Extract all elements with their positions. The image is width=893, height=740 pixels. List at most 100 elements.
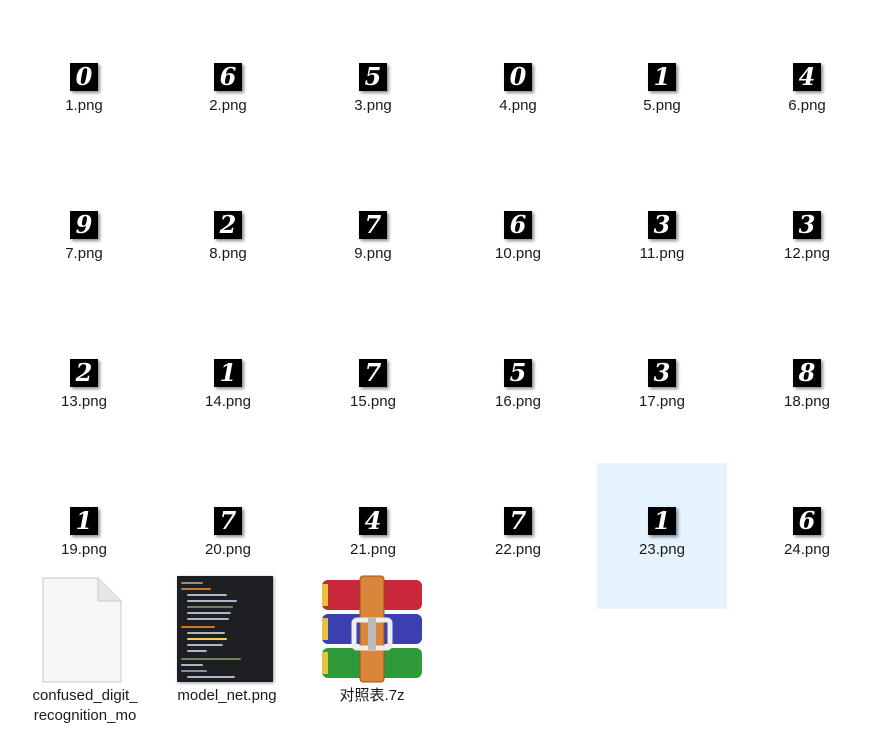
digit-glyph: 6 bbox=[798, 507, 816, 535]
digit-glyph: 3 bbox=[798, 211, 816, 239]
code-line bbox=[187, 638, 227, 640]
digit-glyph: 2 bbox=[75, 359, 93, 387]
image-thumbnail: 7 bbox=[504, 507, 532, 535]
file-item-png[interactable]: 7 22.png bbox=[453, 463, 583, 609]
file-name: 21.png bbox=[350, 541, 396, 558]
file-name: 5.png bbox=[643, 97, 681, 114]
file-item-png[interactable]: 2 8.png bbox=[163, 167, 293, 313]
document-icon bbox=[42, 577, 122, 683]
code-line bbox=[181, 582, 203, 584]
file-item-png[interactable]: 3 11.png bbox=[597, 167, 727, 313]
file-item-model[interactable]: confused_digit_ recognition_mo bbox=[20, 570, 150, 740]
digit-glyph: 7 bbox=[219, 507, 237, 535]
file-name: 2.png bbox=[209, 97, 247, 114]
file-item-png[interactable]: 7 15.png bbox=[308, 315, 438, 461]
file-item-png[interactable]: 1 19.png bbox=[19, 463, 149, 609]
file-name: 4.png bbox=[499, 97, 537, 114]
code-thumbnail bbox=[177, 576, 273, 682]
image-thumbnail: 1 bbox=[214, 359, 242, 387]
digit-glyph: 5 bbox=[509, 359, 527, 387]
digit-glyph: 8 bbox=[798, 359, 816, 387]
code-line bbox=[187, 600, 237, 602]
file-name: 10.png bbox=[495, 245, 541, 262]
file-name: model_net.png bbox=[177, 687, 277, 704]
image-thumbnail: 3 bbox=[648, 211, 676, 239]
digit-glyph: 7 bbox=[364, 359, 382, 387]
digit-glyph: 4 bbox=[364, 507, 382, 535]
digit-glyph: 3 bbox=[653, 359, 671, 387]
file-item-png[interactable]: 6 24.png bbox=[742, 463, 872, 609]
digit-glyph: 6 bbox=[219, 63, 237, 91]
file-item-png[interactable]: 3 17.png bbox=[597, 315, 727, 461]
file-name: 1.png bbox=[65, 97, 103, 114]
code-line bbox=[187, 644, 223, 646]
file-name: 13.png bbox=[61, 393, 107, 410]
image-thumbnail: 5 bbox=[504, 359, 532, 387]
file-item-png[interactable]: 6 2.png bbox=[163, 19, 293, 165]
image-thumbnail: 2 bbox=[214, 211, 242, 239]
file-name: 3.png bbox=[354, 97, 392, 114]
file-name: 18.png bbox=[784, 393, 830, 410]
digit-glyph: 7 bbox=[364, 211, 382, 239]
file-name: 7.png bbox=[65, 245, 103, 262]
image-thumbnail: 2 bbox=[70, 359, 98, 387]
code-line bbox=[181, 626, 215, 628]
file-item-png[interactable]: 4 21.png bbox=[308, 463, 438, 609]
file-item-png[interactable]: 4 6.png bbox=[742, 19, 872, 165]
code-line bbox=[181, 658, 241, 660]
digit-glyph: 3 bbox=[653, 211, 671, 239]
image-thumbnail: 1 bbox=[70, 507, 98, 535]
image-thumbnail: 1 bbox=[648, 63, 676, 91]
file-name: 19.png bbox=[61, 541, 107, 558]
file-item-png[interactable]: 8 18.png bbox=[742, 315, 872, 461]
digit-glyph: 4 bbox=[798, 63, 816, 91]
image-thumbnail: 6 bbox=[504, 211, 532, 239]
code-line bbox=[187, 606, 233, 608]
file-name: 22.png bbox=[495, 541, 541, 558]
file-item-png[interactable]: 0 4.png bbox=[453, 19, 583, 165]
code-line bbox=[187, 632, 225, 634]
archive-icon bbox=[322, 575, 422, 683]
image-thumbnail: 7 bbox=[359, 211, 387, 239]
digit-glyph: 0 bbox=[509, 63, 527, 91]
digit-glyph: 6 bbox=[509, 211, 527, 239]
image-thumbnail: 3 bbox=[793, 211, 821, 239]
file-name: 17.png bbox=[639, 393, 685, 410]
file-item-png[interactable]: 6 10.png bbox=[453, 167, 583, 313]
digit-glyph: 1 bbox=[219, 359, 237, 387]
file-item-png[interactable]: 9 7.png bbox=[19, 167, 149, 313]
file-item-png[interactable]: 1 5.png bbox=[597, 19, 727, 165]
file-name: 对照表.7z bbox=[339, 687, 405, 704]
file-item-png[interactable]: 7 9.png bbox=[308, 167, 438, 313]
file-item-png[interactable]: 1 14.png bbox=[163, 315, 293, 461]
file-item-archive[interactable]: 对照表.7z bbox=[307, 570, 437, 740]
digit-glyph: 1 bbox=[653, 63, 671, 91]
image-thumbnail: 4 bbox=[359, 507, 387, 535]
image-thumbnail: 0 bbox=[70, 63, 98, 91]
code-line bbox=[187, 676, 235, 678]
file-name: confused_digit_ recognition_mo bbox=[32, 687, 138, 724]
file-name: 20.png bbox=[205, 541, 251, 558]
image-thumbnail: 9 bbox=[70, 211, 98, 239]
file-name: 14.png bbox=[205, 393, 251, 410]
digit-glyph: 7 bbox=[509, 507, 527, 535]
image-thumbnail: 0 bbox=[504, 63, 532, 91]
file-name: 9.png bbox=[354, 245, 392, 262]
code-line bbox=[181, 664, 203, 666]
image-thumbnail: 1 bbox=[648, 507, 676, 535]
image-thumbnail: 7 bbox=[214, 507, 242, 535]
file-item-model-net[interactable]: model_net.png bbox=[162, 570, 292, 740]
file-item-png[interactable]: 0 1.png bbox=[19, 19, 149, 165]
file-name: 15.png bbox=[350, 393, 396, 410]
file-item-png[interactable]: 5 16.png bbox=[453, 315, 583, 461]
file-item-png[interactable]: 1 23.png bbox=[597, 463, 727, 609]
digit-glyph: 2 bbox=[219, 211, 237, 239]
file-name: 16.png bbox=[495, 393, 541, 410]
file-item-png[interactable]: 2 13.png bbox=[19, 315, 149, 461]
digit-glyph: 9 bbox=[75, 211, 93, 239]
file-item-png[interactable]: 5 3.png bbox=[308, 19, 438, 165]
image-thumbnail: 8 bbox=[793, 359, 821, 387]
file-item-png[interactable]: 3 12.png bbox=[742, 167, 872, 313]
file-item-png[interactable]: 7 20.png bbox=[163, 463, 293, 609]
file-name: 24.png bbox=[784, 541, 830, 558]
